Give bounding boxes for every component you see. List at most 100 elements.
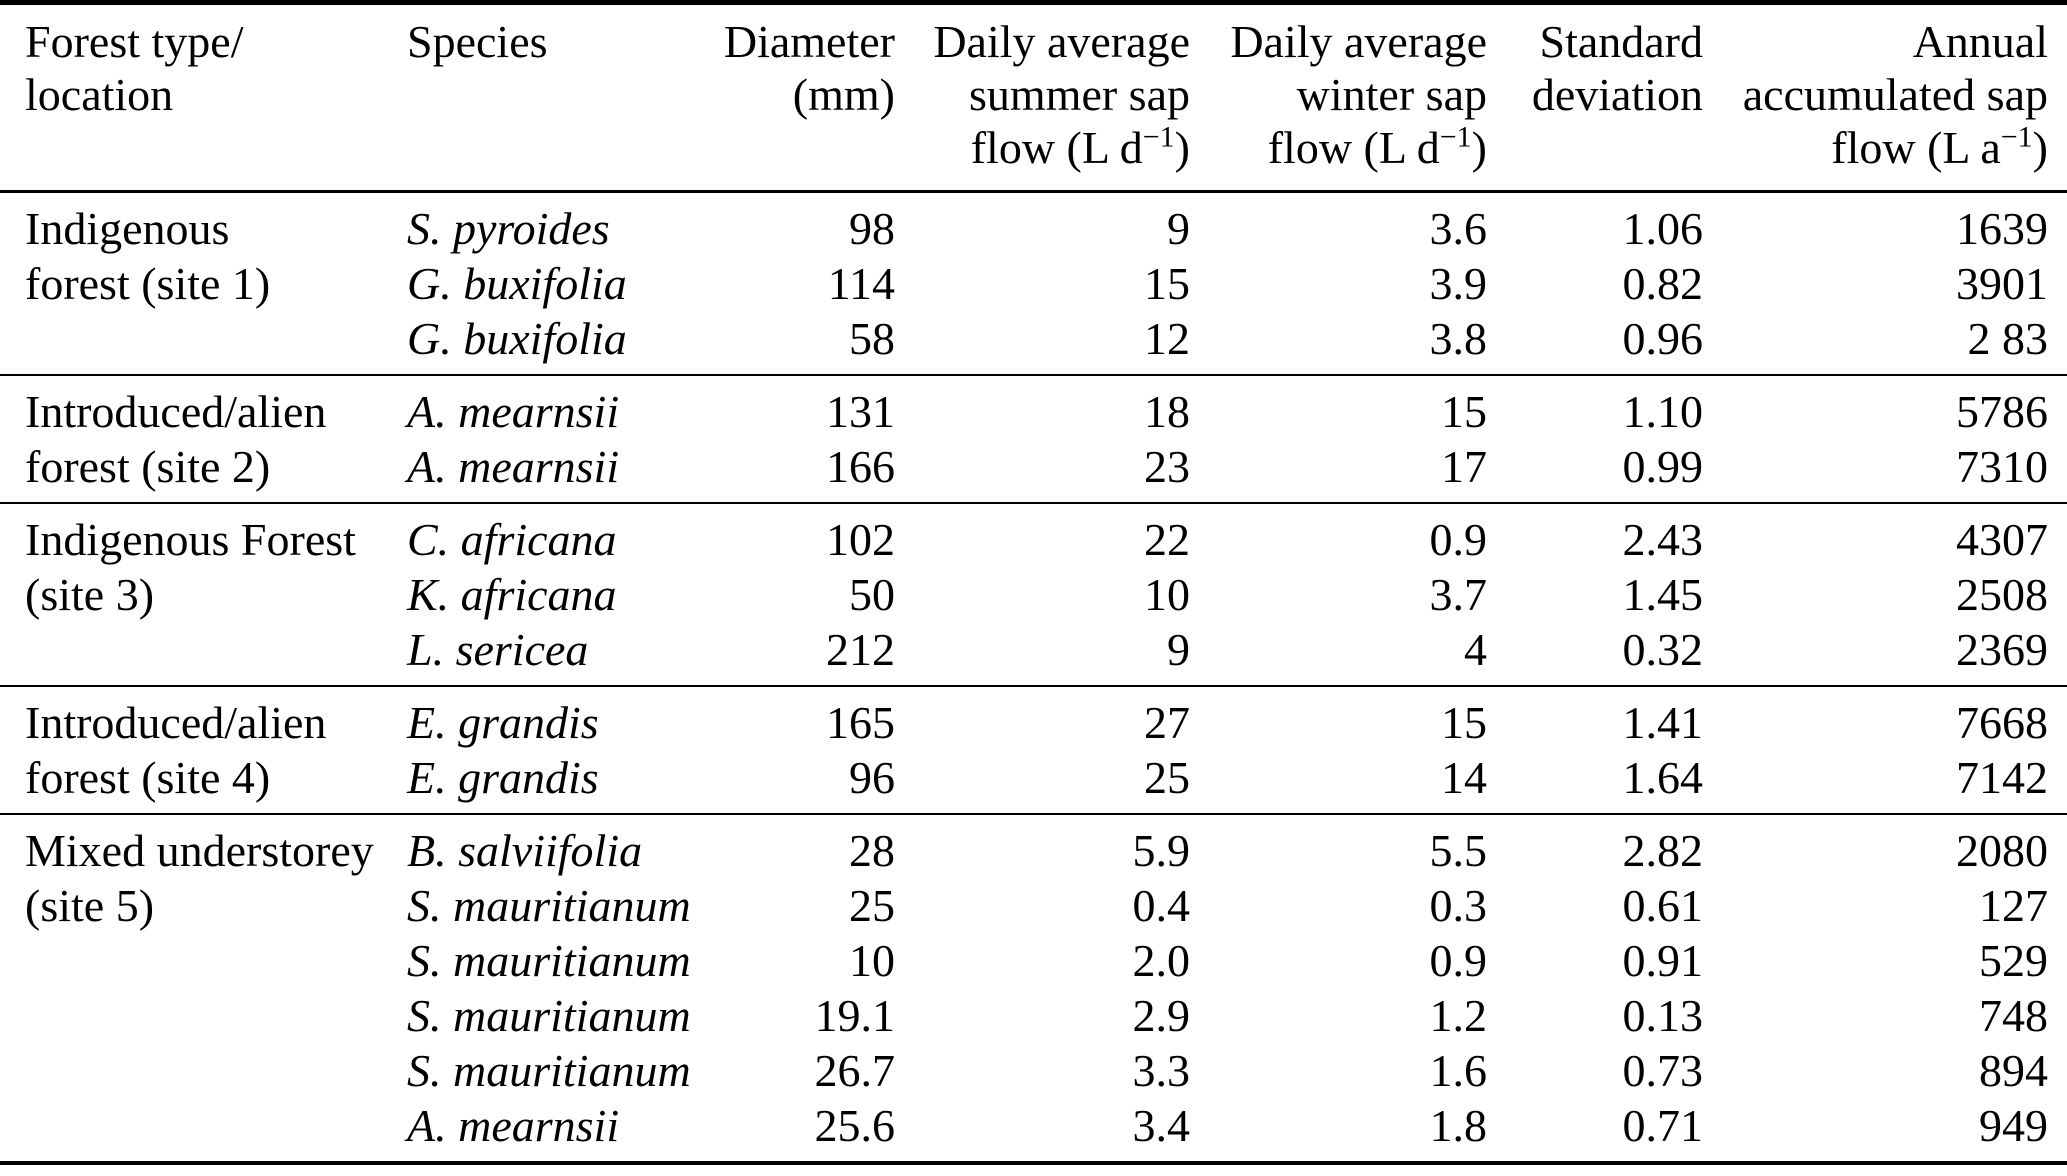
winter-flow-cell: 1.2 bbox=[1429, 990, 1488, 1041]
unit-text: ) bbox=[1174, 122, 1190, 173]
header-unit-line: flow (L a−1) bbox=[1703, 121, 2048, 174]
summer-flow-cell: 3.4 bbox=[1132, 1100, 1191, 1151]
species-cell: A. mearnsii bbox=[407, 386, 620, 437]
location-cell: (site 5) bbox=[25, 880, 155, 931]
location-cell: Introduced/alien bbox=[25, 386, 327, 437]
header-line: winter sap bbox=[1296, 69, 1487, 120]
table-row: Mixed understorey B. salviifolia 28 5.9 5.5 2… bbox=[0, 814, 2067, 878]
summer-flow-cell: 9 bbox=[1167, 624, 1190, 675]
std-dev-cell: 0.13 bbox=[1622, 990, 1704, 1041]
species-cell: S. mauritianum bbox=[407, 990, 691, 1041]
diameter-cell: 10 bbox=[849, 935, 895, 986]
std-dev-cell: 1.06 bbox=[1622, 203, 1704, 254]
std-dev-cell: 1.10 bbox=[1622, 386, 1704, 437]
summer-flow-cell: 0.4 bbox=[1132, 880, 1191, 931]
col-header-summer-sap-flow: Daily average summer sap flow (L d−1) bbox=[895, 3, 1190, 192]
annual-flow-cell: 2080 bbox=[1956, 825, 2048, 876]
location-cell: (site 3) bbox=[25, 569, 155, 620]
table-row: (site 5) S. mauritianum 25 0.4 0.3 0.61 127 bbox=[0, 878, 2067, 933]
winter-flow-cell: 15 bbox=[1441, 697, 1487, 748]
species-cell: G. buxifolia bbox=[407, 258, 627, 309]
header-row: Forest type/ location Species Diameter (… bbox=[0, 3, 2067, 192]
summer-flow-cell: 22 bbox=[1144, 514, 1190, 565]
diameter-cell: 25.6 bbox=[814, 1100, 896, 1151]
species-cell: A. mearnsii bbox=[407, 1100, 620, 1151]
diameter-cell: 28 bbox=[849, 825, 895, 876]
header-unit-line: flow (L d−1) bbox=[1190, 121, 1487, 174]
winter-flow-cell: 3.7 bbox=[1429, 569, 1488, 620]
location-cell: Mixed understorey bbox=[25, 825, 374, 876]
species-cell: E. grandis bbox=[407, 697, 599, 748]
winter-flow-cell: 1.8 bbox=[1429, 1100, 1488, 1151]
unit-superscript: −1 bbox=[2000, 120, 2033, 154]
summer-flow-cell: 2.9 bbox=[1132, 990, 1191, 1041]
annual-flow-cell: 127 bbox=[1979, 880, 2048, 931]
species-cell: E. grandis bbox=[407, 752, 599, 803]
header-line: Diameter bbox=[723, 16, 895, 67]
std-dev-cell: 2.43 bbox=[1622, 514, 1704, 565]
location-cell bbox=[0, 1098, 385, 1163]
annual-flow-cell: 748 bbox=[1979, 990, 2048, 1041]
forest-group: Introduced/alien A. mearnsii 131 18 15 1.10 57… bbox=[0, 375, 2067, 503]
species-cell: S. pyroides bbox=[407, 203, 610, 254]
table-row: S. mauritianum 10 2.0 0.9 0.91 529 bbox=[0, 933, 2067, 988]
winter-flow-cell: 15 bbox=[1441, 386, 1487, 437]
table-row: S. mauritianum 26.7 3.3 1.6 0.73 894 bbox=[0, 1043, 2067, 1098]
std-dev-cell: 0.96 bbox=[1622, 313, 1704, 364]
summer-flow-cell: 25 bbox=[1144, 752, 1190, 803]
header-line: Standard bbox=[1539, 16, 1703, 67]
species-cell: C. africana bbox=[407, 514, 617, 565]
annual-flow-cell: 529 bbox=[1979, 935, 2048, 986]
diameter-cell: 212 bbox=[826, 624, 895, 675]
annual-flow-cell: 1639 bbox=[1956, 203, 2048, 254]
header-line: Forest type/ bbox=[25, 16, 244, 67]
table-row: Introduced/alien A. mearnsii 131 18 15 1.10 57… bbox=[0, 375, 2067, 439]
diameter-cell: 165 bbox=[826, 697, 895, 748]
forest-group: Indigenous S. pyroides 98 9 3.6 1.06 1639 fores… bbox=[0, 192, 2067, 376]
annual-flow-cell: 3901 bbox=[1956, 258, 2048, 309]
table-row: Introduced/alien E. grandis 165 27 15 1.41 766… bbox=[0, 686, 2067, 750]
col-header-standard-deviation: Standard deviation bbox=[1487, 3, 1703, 192]
diameter-cell: 166 bbox=[826, 441, 895, 492]
location-cell: Introduced/alien bbox=[25, 697, 327, 748]
table-row: L. sericea 212 9 4 0.32 2369 bbox=[0, 622, 2067, 686]
std-dev-cell: 0.91 bbox=[1622, 935, 1704, 986]
unit-text: flow (L a bbox=[1831, 122, 2001, 173]
table-row: S. mauritianum 19.1 2.9 1.2 0.13 748 bbox=[0, 988, 2067, 1043]
summer-flow-cell: 3.3 bbox=[1132, 1045, 1191, 1096]
unit-text: flow (L d bbox=[1267, 122, 1440, 173]
summer-flow-cell: 15 bbox=[1144, 258, 1190, 309]
col-header-winter-sap-flow: Daily average winter sap flow (L d−1) bbox=[1190, 3, 1487, 192]
summer-flow-cell: 10 bbox=[1144, 569, 1190, 620]
diameter-cell: 114 bbox=[827, 258, 895, 309]
species-cell: L. sericea bbox=[407, 624, 589, 675]
unit-text: flow (L d bbox=[970, 122, 1143, 173]
location-cell: Indigenous bbox=[25, 203, 230, 254]
location-cell: forest (site 2) bbox=[25, 441, 271, 492]
summer-flow-cell: 12 bbox=[1144, 313, 1190, 364]
std-dev-cell: 1.64 bbox=[1622, 752, 1704, 803]
std-dev-cell: 0.99 bbox=[1622, 441, 1704, 492]
location-cell: forest (site 1) bbox=[25, 258, 271, 309]
forest-group: Indigenous Forest C. africana 102 22 0.9 2.43… bbox=[0, 503, 2067, 686]
table-row: Indigenous Forest C. africana 102 22 0.9 2.43… bbox=[0, 503, 2067, 567]
annual-flow-cell: 7668 bbox=[1956, 697, 2048, 748]
unit-superscript: −1 bbox=[1439, 120, 1472, 154]
annual-flow-cell: 7142 bbox=[1956, 752, 2048, 803]
std-dev-cell: 0.32 bbox=[1622, 624, 1704, 675]
location-cell bbox=[0, 311, 385, 375]
col-header-species: Species bbox=[385, 3, 690, 192]
winter-flow-cell: 3.9 bbox=[1429, 258, 1488, 309]
std-dev-cell: 0.73 bbox=[1622, 1045, 1704, 1096]
diameter-cell: 102 bbox=[826, 514, 895, 565]
std-dev-cell: 0.61 bbox=[1622, 880, 1704, 931]
table-row: Indigenous S. pyroides 98 9 3.6 1.06 1639 bbox=[0, 192, 2067, 257]
annual-flow-cell: 7310 bbox=[1956, 441, 2048, 492]
location-cell bbox=[0, 622, 385, 686]
col-header-annual-sap-flow: Annual accumulated sap flow (L a−1) bbox=[1703, 3, 2067, 192]
header-line: Daily average bbox=[1230, 16, 1487, 67]
annual-flow-cell: 2369 bbox=[1956, 624, 2048, 675]
header-line: (mm) bbox=[792, 69, 895, 120]
